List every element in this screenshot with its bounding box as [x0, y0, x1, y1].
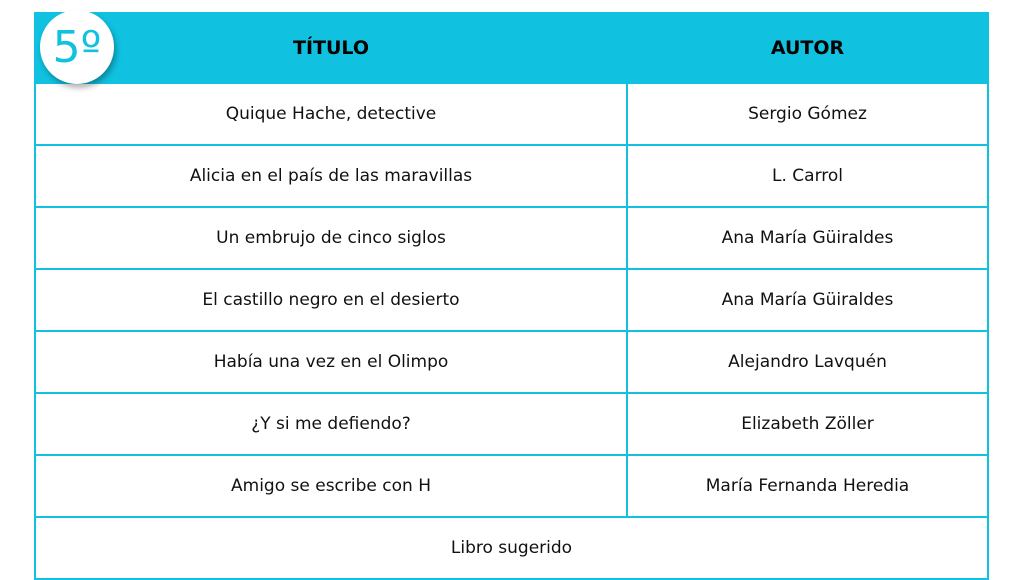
author-cell: Ana María Güiraldes	[626, 206, 989, 270]
title-cell: El castillo negro en el desierto	[34, 268, 628, 332]
table-row: Alicia en el país de las maravillas L. Ca…	[34, 144, 989, 208]
author-cell: L. Carrol	[626, 144, 989, 208]
author-cell: Ana María Güiraldes	[626, 268, 989, 332]
author-cell: Alejandro Lavquén	[626, 330, 989, 394]
suggested-book-cell: Libro sugerido	[34, 516, 989, 580]
author-cell: Sergio Gómez	[626, 82, 989, 146]
table-row: Un embrujo de cinco siglos Ana María Güir…	[34, 206, 989, 270]
title-cell: Amigo se escribe con H	[34, 454, 628, 518]
title-cell: Alicia en el país de las maravillas	[34, 144, 628, 208]
table-row: Quique Hache, detective Sergio Gómez	[34, 82, 989, 146]
header-row: TÍTULO AUTOR	[34, 12, 989, 84]
grade-badge: 5º	[40, 10, 114, 84]
title-cell: ¿Y si me defiendo?	[34, 392, 628, 456]
author-header: AUTOR	[626, 12, 989, 84]
title-cell: Quique Hache, detective	[34, 82, 628, 146]
footer-row: Libro sugerido	[34, 516, 989, 580]
author-cell: Elizabeth Zöller	[626, 392, 989, 456]
table-row: El castillo negro en el desierto Ana Marí…	[34, 268, 989, 332]
table-row: ¿Y si me defiendo? Elizabeth Zöller	[34, 392, 989, 456]
title-cell: Había una vez en el Olimpo	[34, 330, 628, 394]
table-row: Había una vez en el Olimpo Alejandro Lavq…	[34, 330, 989, 394]
book-table: TÍTULO AUTOR Quique Hache, detective Serg…	[34, 12, 989, 580]
title-cell: Un embrujo de cinco siglos	[34, 206, 628, 270]
author-cell: María Fernanda Heredia	[626, 454, 989, 518]
table-row: Amigo se escribe con H María Fernanda Her…	[34, 454, 989, 518]
title-header: TÍTULO	[34, 12, 628, 84]
